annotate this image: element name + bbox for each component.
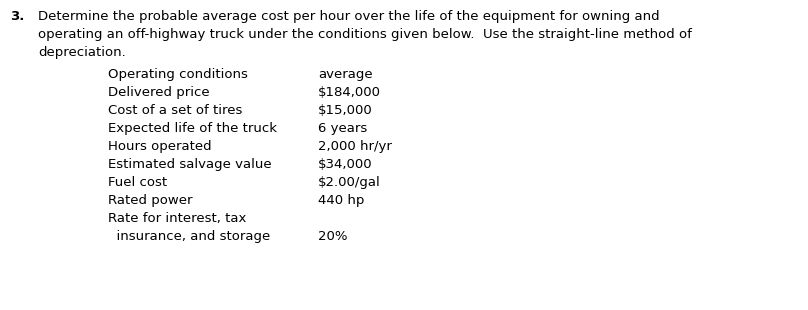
Text: Rated power: Rated power [108, 194, 192, 207]
Text: Delivered price: Delivered price [108, 86, 209, 99]
Text: 440 hp: 440 hp [318, 194, 364, 207]
Text: 20%: 20% [318, 230, 347, 243]
Text: Hours operated: Hours operated [108, 140, 212, 153]
Text: $34,000: $34,000 [318, 158, 372, 171]
Text: Cost of a set of tires: Cost of a set of tires [108, 104, 242, 117]
Text: average: average [318, 68, 372, 81]
Text: 3.: 3. [10, 10, 24, 23]
Text: Fuel cost: Fuel cost [108, 176, 167, 189]
Text: $15,000: $15,000 [318, 104, 372, 117]
Text: Operating conditions: Operating conditions [108, 68, 248, 81]
Text: depreciation.: depreciation. [38, 46, 126, 59]
Text: Determine the probable average cost per hour over the life of the equipment for : Determine the probable average cost per … [38, 10, 659, 23]
Text: $184,000: $184,000 [318, 86, 381, 99]
Text: Estimated salvage value: Estimated salvage value [108, 158, 271, 171]
Text: insurance, and storage: insurance, and storage [108, 230, 270, 243]
Text: 2,000 hr/yr: 2,000 hr/yr [318, 140, 392, 153]
Text: $2.00/gal: $2.00/gal [318, 176, 381, 189]
Text: 6 years: 6 years [318, 122, 368, 135]
Text: operating an off-highway truck under the conditions given below.  Use the straig: operating an off-highway truck under the… [38, 28, 692, 41]
Text: Expected life of the truck: Expected life of the truck [108, 122, 277, 135]
Text: Rate for interest, tax: Rate for interest, tax [108, 212, 246, 225]
